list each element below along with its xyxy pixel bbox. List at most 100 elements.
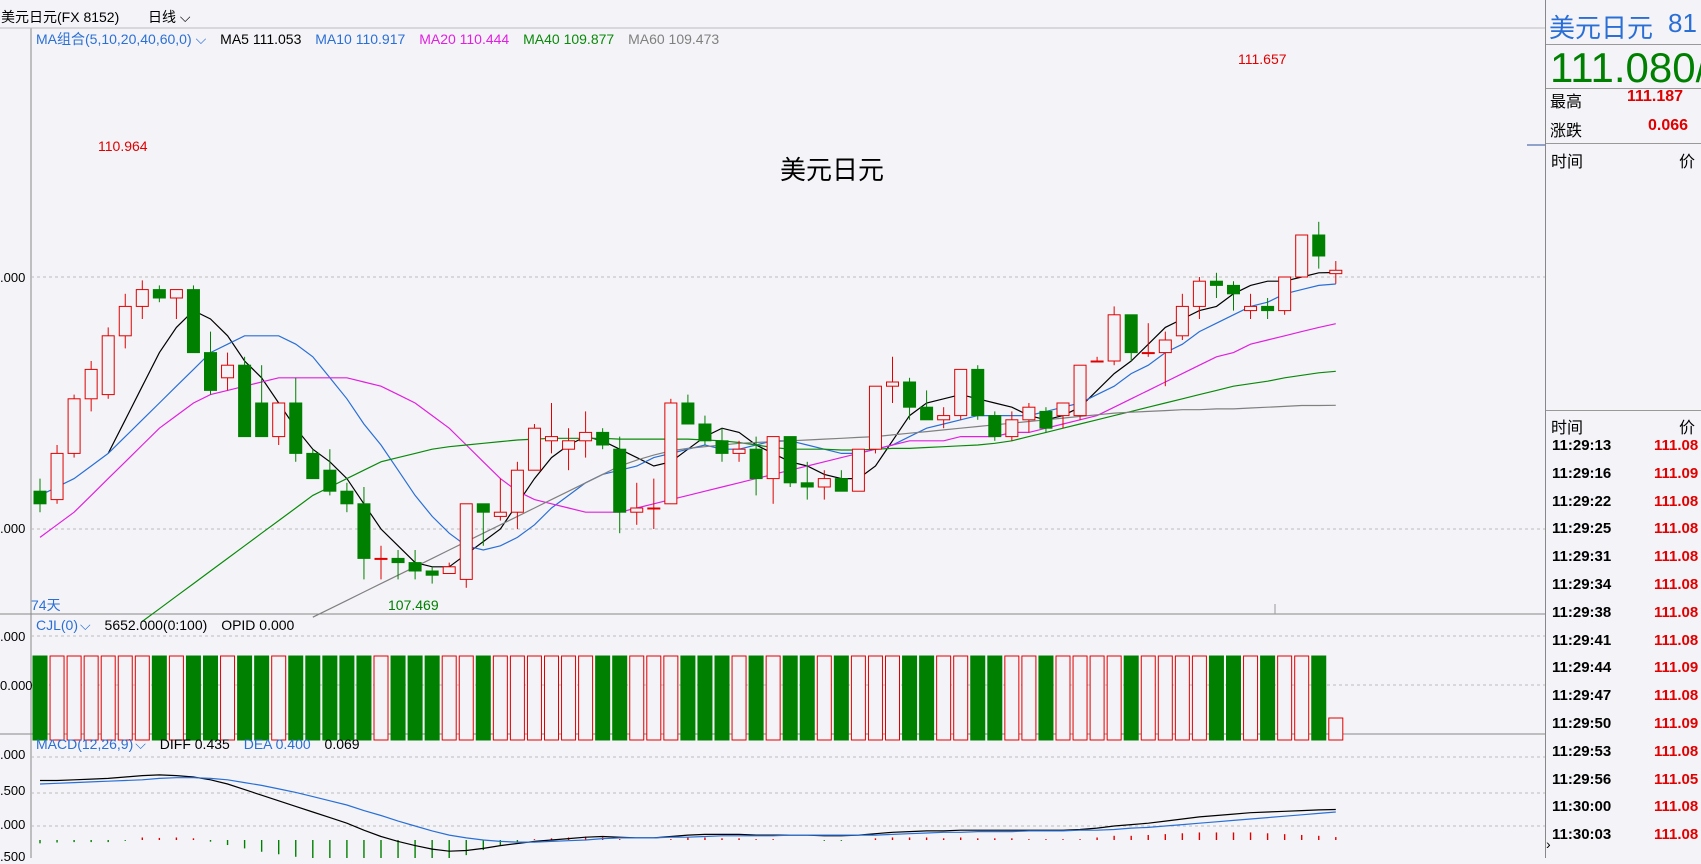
volume-bar [1140,655,1156,741]
candle [408,562,422,572]
volume-bar [271,655,287,741]
tick-time: 11:29:22 [1552,492,1612,510]
volume-bar [526,655,542,741]
macd-legend-title[interactable]: MACD(12,26,9) [36,736,134,752]
volume-bar [1208,655,1224,741]
candle [681,402,695,425]
volume-bar [953,655,969,741]
volume-bar [1328,717,1344,741]
volume-bar [1157,655,1173,741]
chevron-down-icon[interactable]: ⌵ [80,617,91,633]
candle [152,289,166,299]
quote-panel: 美元日元 81 111.080/ 最高 111.187 涨跌 0.066 时间 … [1545,0,1701,858]
ticks-time-header: 时间 [1551,420,1584,437]
quote-code: 81 [1668,8,1697,38]
divider [1546,44,1701,45]
candle [33,490,47,505]
macd-dea-legend: DEA 0.400 [243,736,311,752]
candle [664,402,678,505]
ma-line-ma20 [39,323,1336,538]
macd-diff-legend: DIFF 0.435 [159,736,230,752]
volume-bar [1123,655,1139,741]
tick-price: 111.08 [1654,492,1699,510]
tick-row: 11:29:25 111.08 [1552,520,1698,538]
tick-time: 11:29:44 [1552,659,1612,677]
volume-bar [458,655,474,741]
volume-bar [441,655,457,741]
chevron-down-icon[interactable]: ⌵ [135,736,146,752]
scroll-marker-icon[interactable]: › [1546,836,1551,852]
volume-bar [1294,655,1310,741]
chevron-down-icon[interactable]: ⌵ [195,31,207,47]
volume-bar [544,655,559,741]
candle [1107,314,1121,362]
volume-bar [782,655,798,741]
candle [238,364,252,438]
volume-bar [305,655,321,741]
ma10-legend: MA10 110.917 [315,31,406,47]
tick-row: 11:29:13 111.08 [1552,437,1698,454]
volume-bar [373,655,389,741]
divider [1546,410,1701,411]
time-column-header: 时间 [1551,154,1584,171]
tick-time: 11:29:56 [1552,770,1612,788]
vol-legend-value: 5652.000(0:100) [104,617,208,633]
volume-bar [509,655,525,741]
candle [67,398,81,454]
tick-time: 11:29:13 [1552,437,1612,454]
tick-row: 11:29:41 111.08 [1552,632,1698,649]
candle [545,436,558,442]
candle [1295,234,1309,278]
volume-bar [867,655,883,741]
ma5-legend: MA5 111.053 [220,31,302,47]
candle [868,385,882,450]
tick-time: 11:29:25 [1552,520,1612,538]
volume-bar [987,655,1003,741]
candle [374,557,388,560]
macd-diff-line [40,774,1336,852]
ticks-price-header: 价 [1679,420,1696,437]
tick-price: 111.08 [1654,576,1699,593]
top-bar: 美元日元(FX 8152) 日线 ⌵ [0,0,1545,28]
vol-axis-label: .000 [0,629,26,644]
volume-bar [970,655,986,741]
volume-bar [885,655,900,741]
tick-time: 11:29:34 [1552,576,1612,593]
candle [715,440,729,454]
macd-value-legend: 0.069 [324,736,360,752]
volume-bar [612,655,628,741]
high-value: 111.187 [1627,88,1684,105]
tick-price: 111.08 [1654,798,1699,816]
change-label: 涨跌 [1550,123,1583,140]
candlestick-chart[interactable] [0,0,1545,858]
volume-bar [424,655,440,741]
macd-axis-label: .500 [0,849,26,864]
volume-bar [765,655,781,741]
tick-price: 111.08 [1654,742,1699,760]
candle [1124,314,1138,354]
vol-legend: CJL(0) ⌵ 5652.000(0:100) OPID 0.000 [36,617,304,634]
current-price: 111.080/ [1550,44,1701,92]
candle [510,469,524,513]
ma-legend-title[interactable]: MA组合(5,10,20,40,60,0) [36,31,192,47]
tick-time: 11:29:38 [1552,603,1612,621]
ma-legend: MA组合(5,10,20,40,60,0) ⌵ MA5 111.053 MA10 … [36,29,729,49]
candle [135,289,149,307]
volume-bar [1038,655,1054,741]
volume-bar [1260,655,1276,741]
tick-row: 11:29:22 111.08 [1552,492,1698,510]
period-selector[interactable]: 日线 ⌵ [148,7,191,27]
vol-legend-title[interactable]: CJL(0) [36,617,79,633]
candle [306,452,320,480]
tick-row: 11:29:16 111.09 [1552,465,1698,482]
volume-bar [475,655,491,741]
volume-bar [833,655,849,741]
volume-bar [850,655,866,741]
candle [50,452,64,501]
tick-time: 11:30:00 [1552,798,1612,816]
y-axis-label: .000 [0,521,26,536]
volume-bar [1021,655,1037,741]
candle [562,440,576,450]
volume-bar [492,655,508,741]
candle [903,381,917,408]
